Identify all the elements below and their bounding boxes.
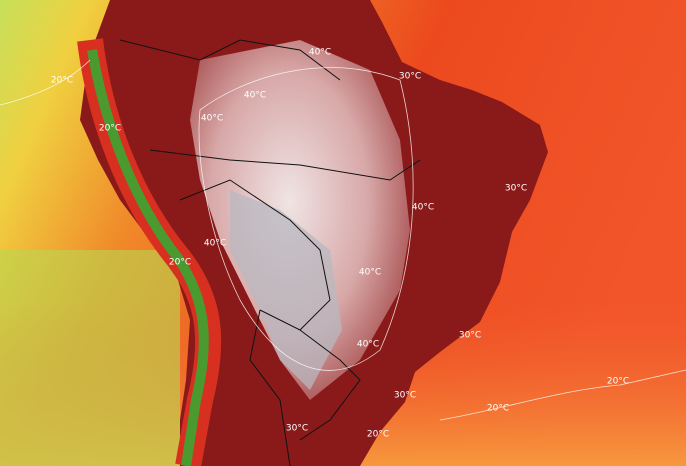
contour-label: 30°C bbox=[459, 331, 481, 341]
contour bbox=[439, 369, 686, 421]
border-line bbox=[149, 149, 421, 181]
contour-label: 40°C bbox=[359, 268, 381, 278]
border-line bbox=[249, 309, 291, 466]
contour-label: 40°C bbox=[244, 91, 266, 101]
contour-label: 40°C bbox=[357, 340, 379, 350]
contour-label: 40°C bbox=[204, 239, 226, 249]
contour-label: 40°C bbox=[201, 114, 223, 124]
pacific-cool bbox=[0, 250, 180, 466]
contour-label: 20°C bbox=[51, 76, 73, 86]
contour-label: 20°C bbox=[99, 124, 121, 134]
border-line bbox=[299, 329, 361, 441]
andes bbox=[87, 49, 209, 466]
contour-label: 30°C bbox=[399, 72, 421, 82]
contour bbox=[0, 59, 91, 106]
contour-labels: 20°C 40°C 30°C 40°C 40°C 20°C 30°C 40°C 40°C 20°C… bbox=[51, 48, 629, 440]
contour-label: 40°C bbox=[309, 48, 331, 58]
contour bbox=[198, 67, 414, 371]
contour-label: 30°C bbox=[394, 391, 416, 401]
border-line bbox=[119, 39, 341, 81]
contours bbox=[0, 59, 686, 421]
hot-core bbox=[190, 40, 410, 400]
borders bbox=[119, 39, 421, 466]
contour-label: 20°C bbox=[169, 258, 191, 268]
contour-label: 20°C bbox=[607, 377, 629, 387]
contour-label: 30°C bbox=[505, 184, 527, 194]
contour-label: 40°C bbox=[412, 203, 434, 213]
contour-label: 30°C bbox=[286, 424, 308, 434]
contour-label: 20°C bbox=[367, 430, 389, 440]
contour-label: 20°C bbox=[487, 404, 509, 414]
